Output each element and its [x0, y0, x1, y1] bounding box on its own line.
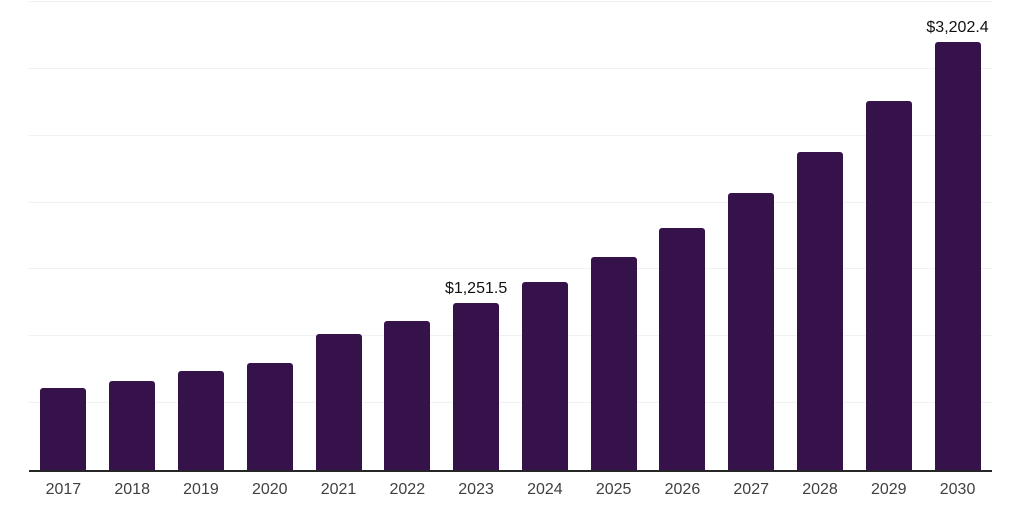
- bar-slot-2021: [304, 0, 373, 470]
- bars-layer: $1,251.5 $3,202.4: [29, 0, 992, 470]
- value-label-2023: $1,251.5: [444, 279, 508, 297]
- gridline: [29, 67, 992, 69]
- x-tick-2019: 2019: [183, 481, 219, 498]
- x-tick-2024: 2024: [527, 481, 563, 498]
- bar-2028: [796, 151, 843, 470]
- x-tick-2023: 2023: [458, 481, 494, 498]
- x-tick-2018: 2018: [114, 481, 150, 498]
- gridline: [29, 1, 992, 2]
- bar-2022: [384, 320, 431, 470]
- plot-area: $1,251.5 $3,202.4: [29, 0, 992, 470]
- bar-2025: [590, 256, 637, 470]
- bar-2023: [453, 302, 500, 470]
- gridline: [29, 402, 992, 404]
- x-tick-2020: 2020: [251, 481, 288, 498]
- x-tick-2021: 2021: [320, 481, 357, 498]
- x-tick-2028: 2028: [802, 481, 838, 498]
- bar-slot-2018: [98, 0, 167, 470]
- x-tick-2025: 2025: [595, 481, 632, 498]
- bar-2021: [315, 333, 362, 470]
- bar-slot-2023: $1,251.5: [442, 0, 511, 470]
- bar-slot-2017: [29, 0, 98, 470]
- bar-slot-2019: [167, 0, 236, 470]
- bar-slot-2027: [717, 0, 786, 470]
- bar-2024: [521, 281, 568, 470]
- bar-slot-2026: [648, 0, 717, 470]
- bar-2029: [865, 100, 912, 470]
- x-tick-2022: 2022: [389, 481, 426, 498]
- x-tick-2026: 2026: [664, 481, 701, 498]
- bar-2017: [40, 387, 87, 470]
- bar-slot-2030: $3,202.4: [923, 0, 992, 470]
- x-tick-2017: 2017: [45, 481, 82, 498]
- gridline: [29, 268, 992, 270]
- x-tick-2029: 2029: [870, 481, 907, 498]
- bar-slot-2024: [510, 0, 579, 470]
- bar-2027: [728, 192, 775, 470]
- gridline: [29, 335, 992, 337]
- bar-slot-2025: [579, 0, 648, 470]
- gridline: [29, 134, 992, 136]
- x-tick-2030: 2030: [939, 481, 976, 498]
- bar-2019: [177, 371, 224, 470]
- x-axis-line: [29, 470, 992, 472]
- bar-slot-2028: [786, 0, 855, 470]
- bar-slot-2029: [854, 0, 923, 470]
- bar-slot-2020: [235, 0, 304, 470]
- bar-2020: [246, 363, 293, 470]
- x-tick-2027: 2027: [733, 481, 769, 498]
- value-label-2030: $3,202.4: [926, 18, 989, 36]
- gridline: [29, 201, 992, 203]
- bar-2026: [659, 227, 706, 470]
- bar-2018: [109, 381, 156, 470]
- bar-slot-2022: [373, 0, 442, 470]
- bar-2030: [934, 41, 981, 470]
- x-axis-tick-labels: 2017 2018 2019 2020 2021 2022 2023 2024 2025 2026…: [29, 480, 992, 500]
